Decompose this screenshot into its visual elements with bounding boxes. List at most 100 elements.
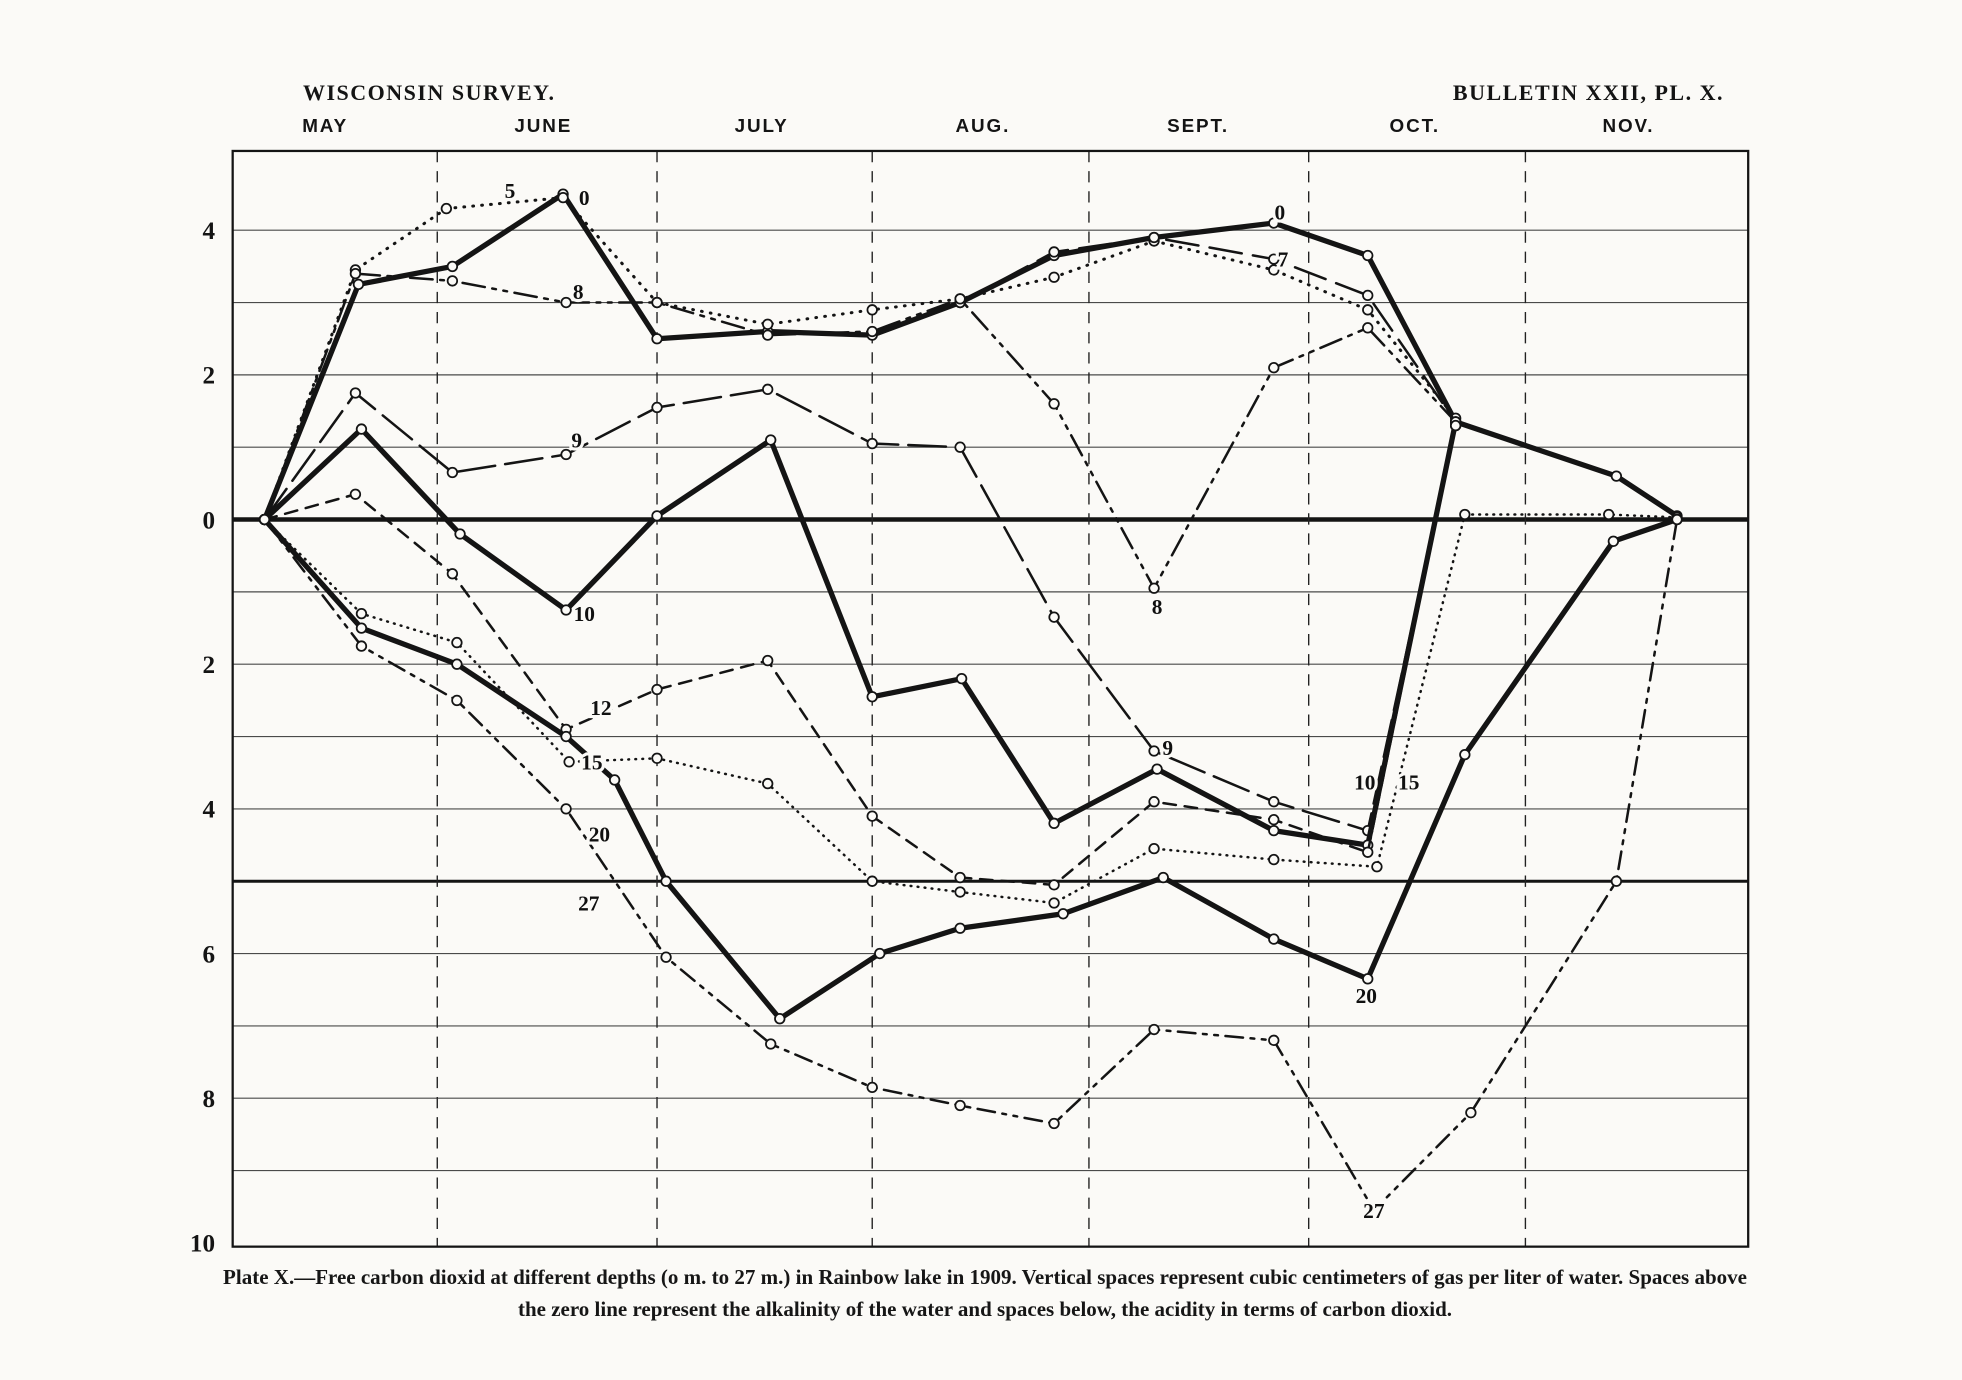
data-point-marker bbox=[954, 922, 966, 934]
data-point-marker bbox=[954, 871, 966, 884]
data-point-marker bbox=[446, 260, 459, 273]
data-point-marker bbox=[1371, 861, 1383, 873]
y-axis-label: 8 bbox=[202, 1086, 215, 1113]
data-point-marker bbox=[352, 278, 365, 291]
month-label: MAY bbox=[302, 115, 348, 136]
data-point-marker bbox=[1268, 824, 1280, 837]
data-point-marker bbox=[651, 296, 663, 309]
data-point-marker bbox=[451, 694, 463, 707]
data-point-marker bbox=[762, 383, 774, 396]
data-point-marker bbox=[651, 333, 663, 345]
data-point-marker bbox=[1268, 853, 1280, 866]
data-point-marker bbox=[451, 636, 463, 649]
data-point-marker bbox=[660, 875, 672, 887]
data-point-marker bbox=[1148, 1023, 1160, 1036]
data-point-marker bbox=[1610, 875, 1623, 887]
depth-annotation: 10 bbox=[1354, 771, 1375, 795]
data-point-marker bbox=[762, 329, 774, 341]
data-point-marker bbox=[866, 691, 878, 703]
data-point-marker bbox=[446, 275, 459, 287]
data-point-marker bbox=[1048, 897, 1060, 909]
depth-annotation: 0 bbox=[1275, 201, 1286, 225]
y-axis-label: 4 bbox=[202, 218, 215, 245]
month-label: JULY bbox=[735, 115, 789, 136]
data-point-marker bbox=[762, 777, 774, 790]
data-point-marker bbox=[355, 622, 368, 634]
data-point-marker bbox=[1148, 796, 1160, 808]
data-point-marker bbox=[1268, 362, 1280, 374]
data-point-marker bbox=[866, 437, 878, 450]
data-point-marker bbox=[1151, 763, 1163, 775]
data-point-marker bbox=[1362, 289, 1374, 302]
y-axis-label: 2 bbox=[202, 363, 215, 390]
data-point-marker bbox=[1671, 513, 1683, 526]
data-point-marker bbox=[651, 510, 663, 522]
data-point-marker bbox=[1362, 973, 1374, 985]
data-point-marker bbox=[560, 604, 572, 616]
data-point-marker bbox=[355, 640, 368, 652]
data-point-marker bbox=[560, 448, 572, 461]
month-label: AUG. bbox=[956, 115, 1011, 136]
depth-annotation: 27 bbox=[578, 891, 600, 915]
data-point-marker bbox=[1268, 217, 1280, 229]
data-point-marker bbox=[1268, 264, 1280, 276]
data-point-marker bbox=[774, 1013, 786, 1025]
data-point-marker bbox=[1048, 817, 1060, 830]
data-point-marker bbox=[1362, 322, 1374, 334]
data-point-marker bbox=[1607, 535, 1620, 547]
data-point-marker bbox=[651, 401, 663, 414]
data-point-marker bbox=[1268, 814, 1280, 826]
data-point-marker bbox=[349, 387, 362, 399]
data-point-marker bbox=[762, 318, 774, 330]
data-point-marker bbox=[1362, 304, 1374, 316]
data-point-marker bbox=[446, 466, 459, 479]
y-axis-label: 4 bbox=[202, 797, 215, 824]
data-point-marker bbox=[954, 886, 966, 898]
data-point-marker bbox=[446, 568, 459, 580]
data-point-marker bbox=[765, 434, 777, 446]
y-axis-label: 0 bbox=[202, 507, 215, 534]
month-label: JUNE bbox=[514, 115, 572, 136]
depth-annotation: 12 bbox=[590, 696, 611, 720]
data-point-marker bbox=[440, 202, 453, 215]
bulletin-title: BULLETIN XXII, PL. X. bbox=[1452, 80, 1724, 105]
data-point-marker bbox=[258, 513, 271, 526]
data-point-marker bbox=[1157, 871, 1169, 884]
depth-annotation: 9 bbox=[571, 429, 582, 453]
series-depth-27-line bbox=[263, 518, 1679, 1212]
data-point-marker bbox=[1268, 933, 1280, 945]
data-point-marker bbox=[1057, 908, 1069, 920]
data-point-marker bbox=[1048, 398, 1060, 410]
data-point-marker bbox=[349, 267, 362, 280]
data-point-marker bbox=[560, 296, 572, 309]
data-point-marker bbox=[608, 774, 621, 786]
data-point-marker bbox=[1148, 842, 1160, 855]
depth-annotation: 7 bbox=[1278, 248, 1289, 272]
depth-annotation: 5 bbox=[505, 179, 516, 203]
data-point-marker bbox=[866, 325, 878, 338]
data-point-marker bbox=[765, 1038, 777, 1050]
data-point-marker bbox=[651, 752, 663, 764]
depth-annotation: 0 bbox=[579, 186, 590, 210]
data-point-marker bbox=[1603, 508, 1615, 521]
series-depth-15-line bbox=[263, 513, 1679, 905]
data-point-marker bbox=[563, 756, 575, 768]
data-point-marker bbox=[874, 947, 886, 960]
data-point-marker bbox=[355, 423, 368, 435]
depth-annotation: 8 bbox=[1152, 595, 1163, 619]
data-point-marker bbox=[1048, 246, 1060, 258]
data-point-marker bbox=[1148, 582, 1160, 594]
data-point-marker bbox=[1368, 1204, 1380, 1216]
data-point-marker bbox=[1465, 1107, 1477, 1119]
plot-border bbox=[231, 149, 1750, 1248]
depth-annotation: 27 bbox=[1363, 1199, 1385, 1223]
series-depth-10-line bbox=[261, 419, 1459, 848]
data-point-marker bbox=[1459, 748, 1471, 761]
data-point-marker bbox=[451, 658, 463, 670]
data-point-marker bbox=[1268, 796, 1280, 808]
series-depth-5-line bbox=[262, 196, 1458, 522]
data-point-marker bbox=[954, 441, 966, 453]
depth-annotation: 10 bbox=[574, 602, 595, 626]
data-point-marker bbox=[1048, 611, 1060, 623]
